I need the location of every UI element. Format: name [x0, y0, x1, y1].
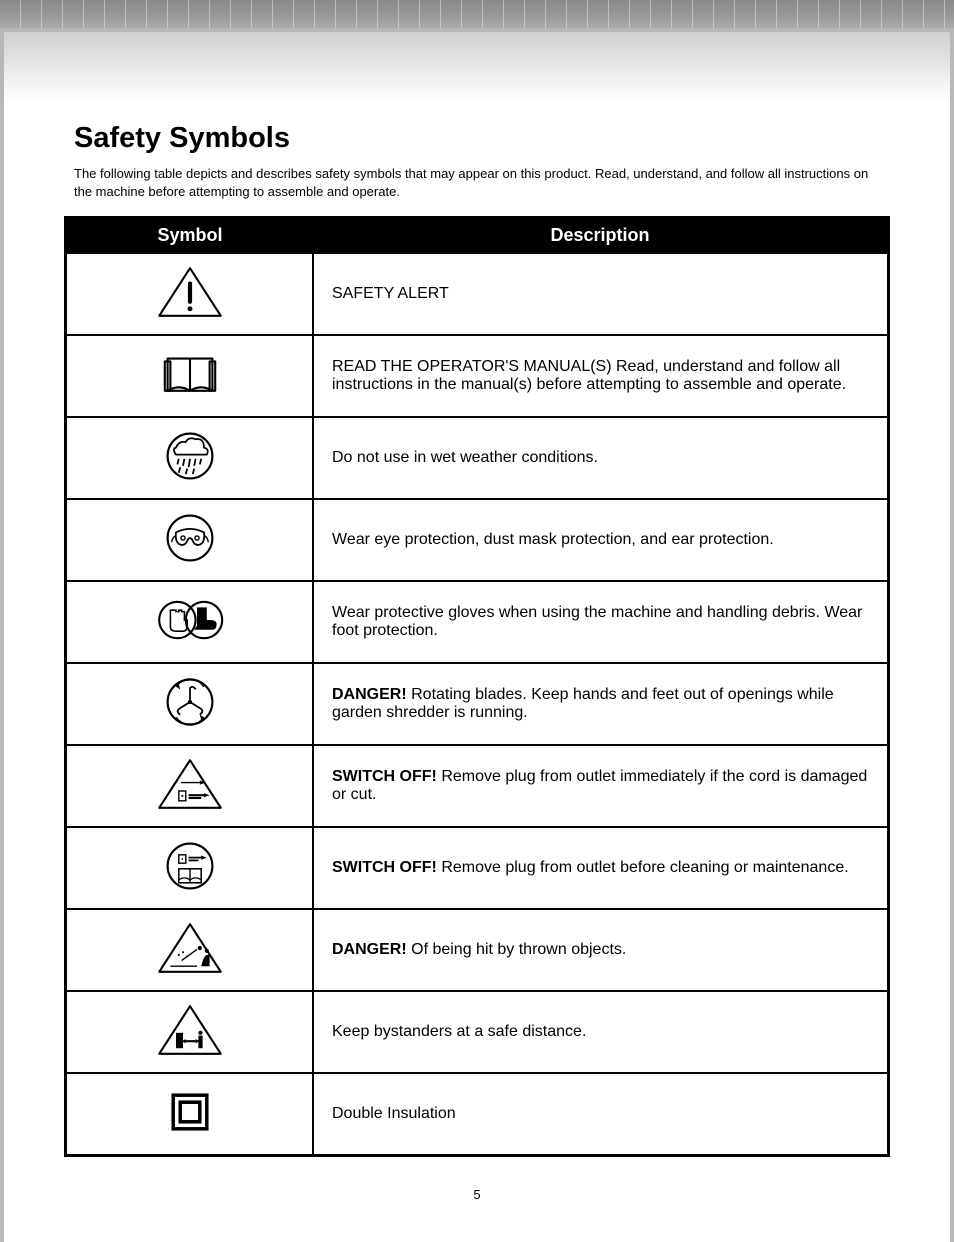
symbol-cell [66, 991, 314, 1073]
symbol-cell [66, 499, 314, 581]
unplug-maint-icon [155, 838, 225, 894]
safety-symbols-table: Symbol Description SAFETY ALERT READ THE … [64, 216, 890, 1157]
symbol-cell [66, 1073, 314, 1156]
description-text: READ THE OPERATOR'S MANUAL(S) Read, unde… [332, 358, 846, 393]
symbol-cell [66, 253, 314, 335]
description-cell: SWITCH OFF! Remove plug from outlet imme… [313, 745, 889, 827]
table-row: Wear eye protection, dust mask protectio… [66, 499, 889, 581]
page-top-gradient [4, 32, 950, 102]
description-cell: DANGER! Rotating blades. Keep hands and … [313, 663, 889, 745]
intro-paragraph: The following table depicts and describe… [74, 165, 880, 200]
description-text: Double Insulation [332, 1105, 456, 1122]
description-text: SAFETY ALERT [332, 285, 449, 302]
description-cell: Double Insulation [313, 1073, 889, 1156]
bystanders-icon [155, 1002, 225, 1058]
description-cell: Do not use in wet weather conditions. [313, 417, 889, 499]
page-title: Safety Symbols [74, 122, 880, 155]
description-cell: READ THE OPERATOR'S MANUAL(S) Read, unde… [313, 335, 889, 417]
table-row: Wear protective gloves when using the ma… [66, 581, 889, 663]
description-bold: SWITCH OFF! [332, 859, 437, 876]
symbol-cell [66, 581, 314, 663]
symbol-cell [66, 827, 314, 909]
no-rain-icon [155, 428, 225, 484]
manual-icon [155, 346, 225, 402]
table-row: SAFETY ALERT [66, 253, 889, 335]
symbol-cell [66, 663, 314, 745]
gloves-boots-icon [155, 592, 225, 648]
decorative-top-band [0, 0, 954, 28]
table-row: SWITCH OFF! Remove plug from outlet imme… [66, 745, 889, 827]
table-row: SWITCH OFF! Remove plug from outlet befo… [66, 827, 889, 909]
page-number: 5 [64, 1187, 890, 1202]
description-text: Rotating blades. Keep hands and feet out… [332, 686, 834, 721]
description-cell: Wear protective gloves when using the ma… [313, 581, 889, 663]
double-insulation-icon [155, 1084, 225, 1140]
table-row: Keep bystanders at a safe distance. [66, 991, 889, 1073]
table-row: DANGER! Rotating blades. Keep hands and … [66, 663, 889, 745]
symbol-cell [66, 909, 314, 991]
thrown-objects-icon [155, 920, 225, 976]
description-cell: SAFETY ALERT [313, 253, 889, 335]
description-text: Keep bystanders at a safe distance. [332, 1023, 586, 1040]
description-text: Wear protective gloves when using the ma… [332, 604, 862, 639]
description-bold: SWITCH OFF! [332, 768, 437, 785]
symbol-cell [66, 335, 314, 417]
description-cell: DANGER! Of being hit by thrown objects. [313, 909, 889, 991]
table-row: Do not use in wet weather conditions. [66, 417, 889, 499]
table-body: SAFETY ALERT READ THE OPERATOR'S MANUAL(S… [66, 253, 889, 1156]
table-row: DANGER! Of being hit by thrown objects. [66, 909, 889, 991]
description-cell: Keep bystanders at a safe distance. [313, 991, 889, 1073]
symbol-cell [66, 417, 314, 499]
rotating-blades-icon [155, 674, 225, 730]
description-text: Of being hit by thrown objects. [407, 941, 627, 958]
document-page: Safety Symbols The following table depic… [4, 32, 950, 1242]
symbol-cell [66, 745, 314, 827]
description-cell: Wear eye protection, dust mask protectio… [313, 499, 889, 581]
table-header-description: Description [313, 218, 889, 254]
table-row: READ THE OPERATOR'S MANUAL(S) Read, unde… [66, 335, 889, 417]
goggles-icon [155, 510, 225, 566]
unplug-cord-icon [155, 756, 225, 812]
description-bold: DANGER! [332, 686, 407, 703]
table-header-symbol: Symbol [66, 218, 314, 254]
description-text: Remove plug from outlet before cleaning … [437, 859, 849, 876]
description-text: Do not use in wet weather conditions. [332, 449, 598, 466]
description-bold: DANGER! [332, 941, 407, 958]
description-text: Wear eye protection, dust mask protectio… [332, 531, 774, 548]
alert-triangle-icon [155, 264, 225, 320]
description-cell: SWITCH OFF! Remove plug from outlet befo… [313, 827, 889, 909]
table-row: Double Insulation [66, 1073, 889, 1156]
